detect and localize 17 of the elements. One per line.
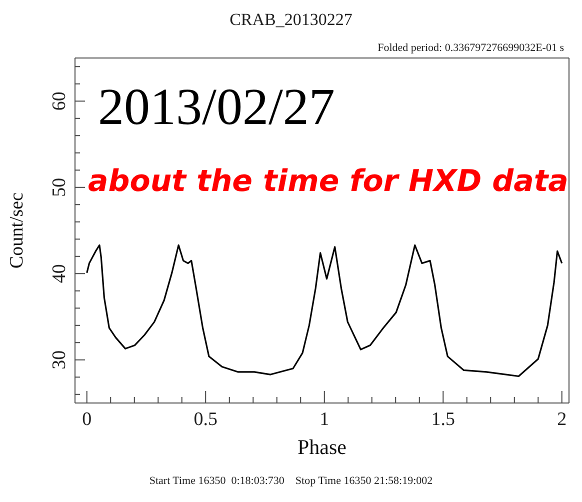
y-tick-label: 60 [49, 92, 70, 111]
x-tick-label: 0 [82, 409, 92, 430]
text: Start Time 16350 0:18:03:730 Stop Time 16350 21:58:19:002 [148, 475, 434, 487]
x-axis-title: Phase [298, 435, 346, 459]
y-tick-label: 40 [49, 264, 70, 284]
annotation: 2013/02/27 [98, 78, 335, 137]
x-tick-label: 2 [557, 409, 567, 430]
chart-subtitle: Folded period: 0.336797276699032E-01 s [378, 42, 564, 54]
x-tick-label: 0.5 [194, 409, 218, 430]
y-axis-title: Count/sec [6, 192, 28, 268]
x-tick-label: 1.5 [431, 409, 455, 430]
y-tick-label: 50 [49, 178, 70, 197]
annotation: about the time for HXD data [88, 164, 568, 199]
x-tick-label: 1 [320, 409, 330, 430]
chart-title: CRAB_20130227 [228, 10, 354, 30]
y-tick-label: 30 [49, 350, 70, 370]
line-series [86, 244, 563, 378]
